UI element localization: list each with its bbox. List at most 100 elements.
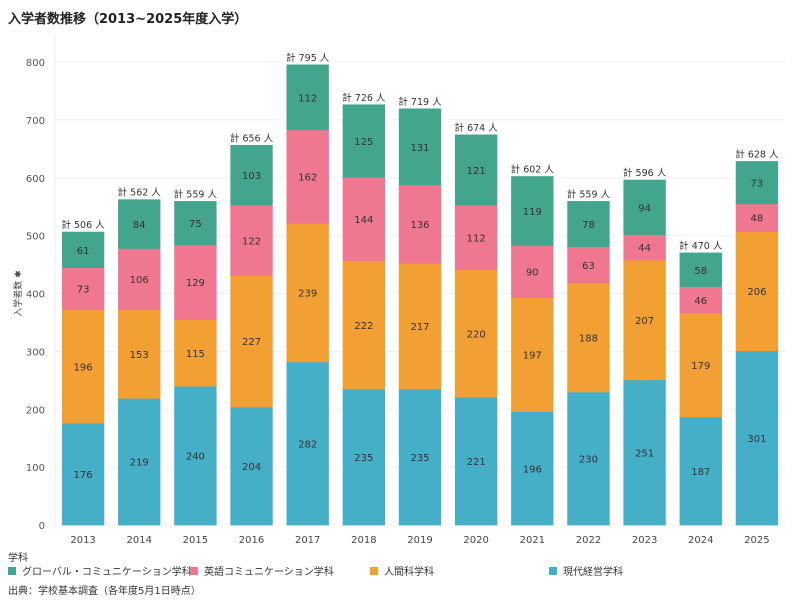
data-label: 131 <box>410 143 429 154</box>
data-label: 239 <box>298 289 317 300</box>
bar-segment <box>735 203 779 232</box>
data-label: 153 <box>130 350 149 361</box>
bar-segment <box>679 416 722 526</box>
y-tick-label: 400 <box>26 290 45 301</box>
legend-item-modern-management[interactable]: 現代経営学科 <box>549 563 623 578</box>
data-label: 94 <box>638 203 651 214</box>
bar-segment <box>398 108 442 186</box>
legend-label: 英語コミュニケーション学科 <box>204 567 334 578</box>
x-tick-label: 2020 <box>463 535 488 545</box>
data-label: 196 <box>74 362 93 373</box>
bar-segment <box>174 244 217 320</box>
data-label: 129 <box>186 278 205 289</box>
data-label: 162 <box>298 173 317 184</box>
y-tick-label: 0 <box>39 521 45 532</box>
y-axis-title: 入学者数 ✱ <box>12 270 24 316</box>
y-tick-label: 100 <box>26 463 45 474</box>
source-note: 出典：学校基本調査（各年度5月1日時点） <box>8 586 201 597</box>
chart-title: 入学者数推移（2013~2025年度入学） <box>8 12 248 27</box>
y-tick-label: 200 <box>26 405 45 416</box>
legend-item-global-communication[interactable]: グローバル・コミュニケーション学科 <box>8 563 192 578</box>
total-label: 計 656 人 <box>230 132 274 144</box>
bar-segment <box>398 184 442 264</box>
legend-label: グローバル・コミュニケーション学科 <box>22 567 192 578</box>
data-label: 230 <box>579 454 598 465</box>
x-tick-label: 2021 <box>520 535 545 545</box>
data-label: 187 <box>691 467 710 478</box>
x-tick-label: 2023 <box>632 535 657 545</box>
legend-swatch-icon <box>8 566 16 575</box>
bar-segment <box>567 201 610 248</box>
data-label: 206 <box>747 287 766 298</box>
data-label: 78 <box>582 220 595 231</box>
total-label: 計 719 人 <box>398 96 442 108</box>
bar-segment <box>454 269 498 398</box>
data-label: 301 <box>747 434 766 445</box>
data-label: 235 <box>410 453 429 464</box>
data-label: 125 <box>354 137 373 148</box>
bar-segment <box>118 309 161 399</box>
data-label: 197 <box>523 351 542 362</box>
bar-segment <box>623 179 666 235</box>
bar-segment <box>61 309 105 424</box>
data-label: 179 <box>691 361 710 372</box>
x-tick-label: 2014 <box>127 535 152 545</box>
stacked-bar-chart: 0 100 200 300 400 500 600 700 800 入学者数 ✱ 176 196 73 6… <box>12 34 785 545</box>
data-label: 112 <box>298 93 317 104</box>
total-label: 計 470 人 <box>679 240 723 252</box>
bar-segment <box>735 350 779 526</box>
x-tick-label: 2015 <box>183 535 208 545</box>
data-label: 251 <box>635 448 654 459</box>
legend-item-human-science[interactable]: 人間科学科 <box>370 563 434 578</box>
total-label: 計 726 人 <box>342 92 386 104</box>
legend-label: 人間科学科 <box>384 567 434 578</box>
bar-segment <box>61 231 105 268</box>
data-label: 136 <box>410 220 429 231</box>
bar-segment <box>567 391 610 526</box>
data-label: 119 <box>523 207 542 218</box>
data-label: 282 <box>298 439 317 450</box>
bar-segment <box>511 245 554 298</box>
data-label: 106 <box>130 275 149 286</box>
bar-segment <box>230 275 273 408</box>
data-label: 217 <box>410 322 429 333</box>
total-label: 計 506 人 <box>61 219 105 231</box>
data-label: 207 <box>635 316 654 327</box>
x-tick-label: 2025 <box>744 535 769 545</box>
data-label: 235 <box>354 453 373 464</box>
bar-segment <box>454 134 498 206</box>
data-label: 46 <box>694 296 707 307</box>
x-tick-label: 2017 <box>295 535 320 545</box>
y-tick-label: 300 <box>26 347 45 358</box>
y-tick-label: 500 <box>26 232 45 243</box>
data-label: 75 <box>189 219 202 230</box>
bar-segment <box>511 411 554 526</box>
bar-segment <box>174 201 217 246</box>
bar-segment <box>735 161 779 205</box>
x-tick-label: 2013 <box>70 535 95 545</box>
legend: グローバル・コミュニケーション学科 英語コミュニケーション学科 人間科学科 現代… <box>8 563 798 578</box>
legend-item-english-communication[interactable]: 英語コミュニケーション学科 <box>190 563 334 578</box>
data-label: 221 <box>467 457 486 468</box>
total-label: 計 559 人 <box>567 188 611 200</box>
bar-segment <box>679 312 722 418</box>
data-label: 73 <box>751 179 764 190</box>
data-label: 112 <box>467 233 486 244</box>
bar-segment <box>230 204 273 276</box>
bar-segment <box>61 422 105 526</box>
bar-segment <box>342 104 386 178</box>
bar-segment <box>118 247 161 311</box>
bar-segment <box>454 204 498 271</box>
x-tick-label: 2022 <box>576 535 601 545</box>
data-label: 58 <box>694 266 707 277</box>
data-label: 73 <box>77 285 90 296</box>
data-label: 220 <box>467 329 486 340</box>
total-label: 計 674 人 <box>455 122 499 134</box>
total-label: 計 795 人 <box>286 52 330 64</box>
legend-swatch-icon <box>370 566 378 575</box>
data-label: 144 <box>354 215 373 226</box>
bar-segment <box>398 263 442 390</box>
data-label: 90 <box>526 268 539 279</box>
bar-segment <box>286 223 329 363</box>
bar-segment <box>286 361 329 526</box>
